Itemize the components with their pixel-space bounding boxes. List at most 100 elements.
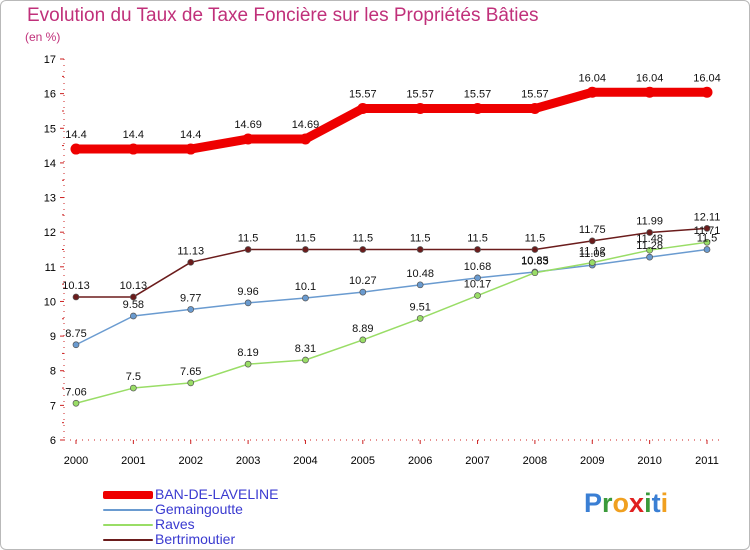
data-point <box>70 143 82 155</box>
data-point <box>646 253 653 261</box>
legend-label: Gemaingoutte <box>155 501 243 517</box>
data-point <box>187 258 195 266</box>
data-label: 11.28 <box>636 240 663 252</box>
x-tick-label: 2009 <box>580 455 604 467</box>
data-label: 11.12 <box>579 246 606 258</box>
logo-letter: x <box>629 488 645 518</box>
legend-swatch <box>103 509 153 511</box>
data-point <box>588 259 596 267</box>
y-tick-label: 16 <box>44 89 56 101</box>
data-point <box>703 238 711 246</box>
data-point <box>701 86 713 98</box>
legend-label: Bertrimoutier <box>155 531 236 547</box>
data-point <box>302 294 309 302</box>
x-tick-label: 2000 <box>64 455 88 467</box>
series-line <box>75 227 708 298</box>
data-label: 11.5 <box>295 233 316 245</box>
x-tick-label: 2002 <box>178 455 202 467</box>
data-label: 10.17 <box>464 279 492 291</box>
data-label: 8.19 <box>237 347 258 359</box>
y-tick-label: 7 <box>50 400 56 412</box>
legend-label: Raves <box>155 516 195 532</box>
data-label: 15.57 <box>406 89 434 101</box>
y-tick-label: 6 <box>50 435 56 447</box>
data-label: 16.04 <box>579 72 607 84</box>
data-label: 15.57 <box>464 89 492 101</box>
data-label: 14.69 <box>292 119 320 131</box>
logo-letter: i <box>660 488 669 518</box>
data-point <box>531 246 539 253</box>
data-label: 11.05 <box>579 248 606 260</box>
x-tick-label: 2003 <box>236 455 260 467</box>
data-point <box>357 103 369 115</box>
data-label: 7.06 <box>65 386 86 398</box>
data-point <box>242 133 254 145</box>
data-point <box>703 246 711 253</box>
data-point <box>72 399 80 407</box>
legend-label: BAN-DE-LAVELINE <box>155 486 279 502</box>
data-label: 7.65 <box>180 366 201 378</box>
data-label: 11.5 <box>238 233 259 245</box>
data-label: 8.31 <box>295 343 316 355</box>
legend-swatch <box>103 539 153 541</box>
data-label: 14.4 <box>123 129 144 141</box>
data-label: 9.77 <box>180 292 201 304</box>
data-label: 11.5 <box>697 233 718 245</box>
logo-letter: t <box>651 488 661 518</box>
data-label: 11.13 <box>177 245 204 257</box>
series-line <box>71 87 712 154</box>
x-tick-label: 2004 <box>293 455 317 467</box>
x-tick-label: 2010 <box>637 455 661 467</box>
data-point <box>244 299 252 307</box>
data-point <box>588 237 596 245</box>
data-point <box>185 143 197 155</box>
y-tick-label: 12 <box>44 227 56 239</box>
x-tick-label: 2005 <box>351 455 375 467</box>
legend-swatch <box>103 491 153 499</box>
data-point <box>130 312 137 320</box>
data-point <box>416 281 424 289</box>
data-label: 16.04 <box>693 72 721 84</box>
data-label: 10.1 <box>295 281 316 293</box>
data-label: 11.48 <box>636 233 663 245</box>
y-tick-label: 14 <box>44 158 56 170</box>
y-tick-label: 15 <box>44 123 56 135</box>
data-point <box>127 143 139 155</box>
data-label: 14.69 <box>234 119 262 131</box>
data-label: 11.5 <box>467 233 488 245</box>
data-point <box>703 225 711 232</box>
x-tick-label: 2011 <box>695 455 719 467</box>
x-tick-label: 2008 <box>523 455 547 467</box>
data-point <box>474 246 481 253</box>
data-label: 15.57 <box>521 89 549 101</box>
logo-letter: P <box>584 488 603 518</box>
data-label: 10.83 <box>521 256 549 268</box>
data-label: 14.4 <box>65 129 86 141</box>
data-point <box>302 356 309 364</box>
y-tick-label: 8 <box>50 366 56 378</box>
data-point <box>646 246 653 254</box>
data-point <box>302 246 309 253</box>
data-label: 8.89 <box>352 323 373 335</box>
x-tick-label: 2006 <box>408 455 432 467</box>
data-point <box>646 229 653 236</box>
data-point <box>359 336 367 344</box>
data-label: 12.11 <box>694 211 721 223</box>
data-label: 14.4 <box>180 129 201 141</box>
data-point <box>359 246 367 253</box>
data-label: 11.71 <box>694 225 721 237</box>
data-point <box>531 269 539 277</box>
series-line <box>75 241 708 405</box>
data-point <box>130 384 137 392</box>
y-tick-label: 13 <box>44 193 56 205</box>
data-label: 8.75 <box>65 328 86 340</box>
logo-letter: o <box>612 488 630 518</box>
chart-title: Evolution du Taux de Taxe Foncière sur l… <box>27 5 539 26</box>
data-label: 10.85 <box>521 255 549 267</box>
data-label: 16.04 <box>636 72 664 84</box>
data-point <box>187 379 195 387</box>
data-label: 11.75 <box>579 224 606 236</box>
data-point <box>586 86 598 98</box>
